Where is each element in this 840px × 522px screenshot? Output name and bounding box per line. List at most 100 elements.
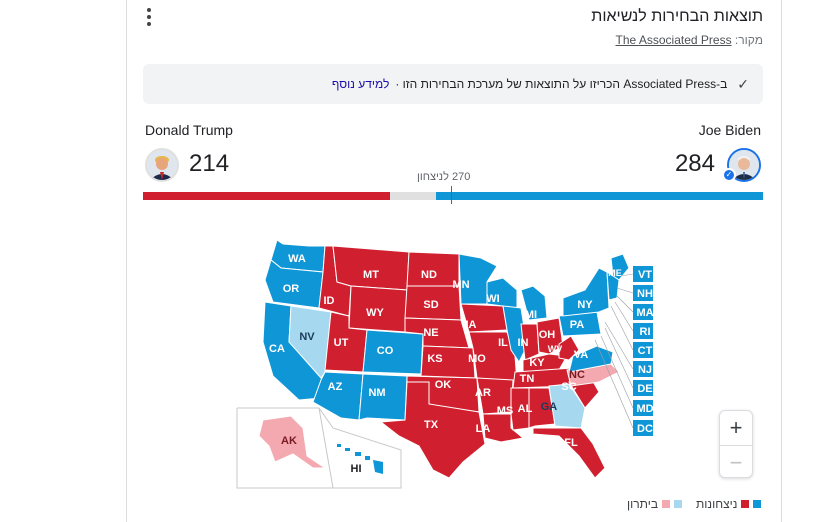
label-VA: VA (574, 349, 589, 361)
state-MI (520, 285, 548, 321)
label-ID: ID (324, 295, 335, 307)
winner-check-icon: ✓ (722, 168, 736, 182)
trump-avatar (145, 148, 179, 182)
legend-light-blue-swatch (674, 500, 682, 508)
candidate-right-votes: 284 (674, 150, 715, 177)
zoom-in-button[interactable]: + (729, 415, 743, 440)
zoom-controls: + − (719, 410, 753, 478)
alaska-hawaii-inset: AK HI (236, 407, 402, 489)
label-PA: PA (570, 319, 585, 331)
label-KS: KS (427, 353, 442, 365)
zoom-out-button[interactable]: − (720, 445, 752, 479)
label-MD: MD (636, 403, 653, 415)
label-OR: OR (283, 283, 300, 295)
state-WV (558, 335, 580, 361)
state-NE-small (606, 271, 620, 301)
label-NC: NC (569, 369, 585, 381)
notice-text: ב-Associated Press הכריזו על התוצאות של … (395, 77, 728, 91)
box-MD (633, 400, 653, 416)
state-HI (337, 444, 383, 474)
legend-light-red-swatch (662, 500, 670, 508)
label-IL: IL (498, 337, 508, 349)
state-MT (332, 245, 410, 291)
box-DC (633, 420, 653, 436)
source-link[interactable]: The Associated Press (615, 33, 732, 47)
label-WI: WI (486, 293, 499, 305)
checkmark-icon: ✓ (737, 75, 749, 92)
state-KY (522, 353, 568, 373)
label-LA: LA (476, 423, 491, 435)
label-NY: NY (577, 299, 593, 311)
state-OH (536, 317, 564, 355)
box-NH (633, 285, 653, 301)
label-VT: VT (638, 269, 652, 281)
label-NV: NV (299, 331, 315, 343)
label-UT: UT (334, 337, 349, 349)
box-VT (633, 266, 653, 282)
label-SC: SC (561, 381, 576, 393)
box-MA (633, 304, 653, 320)
box-DE (633, 380, 653, 396)
state-VA (568, 345, 614, 373)
label-CO: CO (377, 345, 394, 357)
label-CT: CT (638, 345, 653, 357)
candidate-right-name: Joe Biden (698, 122, 761, 138)
legend-red-swatch (741, 500, 750, 508)
electoral-vote-bar (143, 192, 763, 200)
label-KY: KY (529, 357, 545, 369)
label-WY: WY (366, 307, 384, 319)
label-AK: AK (281, 435, 297, 447)
label-OH: OH (539, 329, 556, 341)
label-OK: OK (435, 379, 452, 391)
state-AK (258, 415, 327, 469)
box-CT (633, 342, 653, 358)
state-FL (532, 427, 606, 479)
source-line: מקור: The Associated Press (616, 33, 763, 47)
label-MO: MO (468, 353, 486, 365)
label-CA: CA (269, 343, 285, 355)
state-NM (358, 373, 408, 421)
state-ME (610, 253, 630, 281)
small-states-callouts: VT NH MA RI CT NJ DE MD DC (594, 266, 653, 436)
threshold-marker (451, 186, 452, 204)
label-NE: NE (423, 327, 438, 339)
label-GA: GA (541, 401, 558, 413)
state-TX (379, 381, 486, 479)
label-AL: AL (518, 403, 533, 415)
label-IN: IN (518, 337, 529, 349)
state-AL (528, 387, 556, 429)
state-MS (510, 387, 530, 431)
candidate-left-name: Donald Trump (145, 122, 233, 138)
bar-right-fill (435, 192, 763, 200)
legend-wins-label: ניצחונות (696, 497, 738, 511)
threshold-label: 270 לניצחון (417, 171, 471, 183)
box-RI (633, 323, 653, 339)
label-ME: ME (608, 268, 622, 278)
label-MN: MN (452, 279, 469, 291)
label-MS: MS (497, 405, 514, 417)
source-label: מקור: (734, 33, 763, 47)
map-legend: ניצחונות ביתרון (627, 497, 762, 511)
results-notice: ✓ ב-Associated Press הכריזו על התוצאות ש… (143, 64, 763, 104)
label-MT: MT (363, 269, 379, 281)
label-IA: IA (466, 319, 477, 331)
legend-blue-swatch (753, 500, 762, 508)
candidate-left-votes: 214 (189, 150, 230, 177)
label-TN: TN (520, 373, 535, 385)
label-HI: HI (351, 463, 362, 475)
state-IN (520, 323, 540, 361)
more-options-icon[interactable] (141, 6, 157, 28)
label-AR: AR (475, 387, 491, 399)
state-GA (548, 383, 586, 429)
election-card: תוצאות הבחירות לנשיאות מקור: The Associa… (126, 0, 782, 522)
learn-more-link[interactable]: למידע נוסף (331, 77, 390, 91)
state-IL (502, 305, 528, 363)
us-electoral-map[interactable]: WA OR CA NV ID MT WY UT AZ CO NM ND SD N… (233, 232, 653, 490)
label-AZ: AZ (328, 381, 343, 393)
label-NH: NH (637, 288, 653, 300)
label-NM: NM (368, 387, 385, 399)
legend-leading-label: ביתרון (627, 497, 658, 511)
label-WA: WA (288, 253, 306, 265)
label-SD: SD (423, 299, 438, 311)
label-MI: MI (525, 309, 537, 321)
